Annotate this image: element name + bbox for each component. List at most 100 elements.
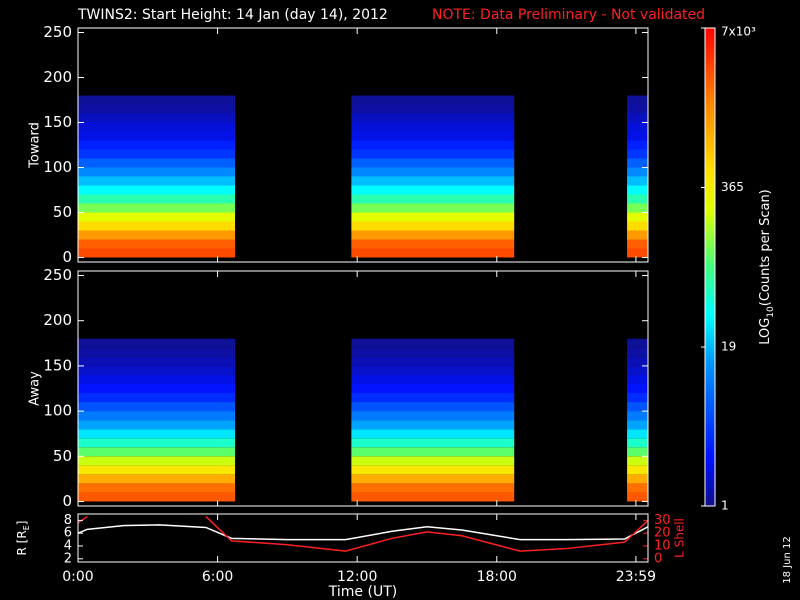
y-tick-label: 250 (43, 266, 72, 284)
heatmap-cell (627, 104, 648, 114)
heatmap-cell (351, 158, 515, 168)
colorbar-tick-label: 7x10³ (721, 25, 756, 39)
heatmap-cell (78, 158, 236, 168)
heatmap-cell (351, 338, 515, 348)
heatmap-cell (627, 149, 648, 159)
colorbar-label-part: LOG (758, 318, 773, 345)
heatmap-cell (78, 203, 236, 213)
heatmap-cell (351, 492, 515, 502)
note: NOTE: Data Preliminary - Not validated (432, 7, 705, 23)
heatmap-cell (351, 411, 515, 421)
heatmap-cell (78, 140, 236, 150)
heatmap-cell (627, 212, 648, 222)
heatmap-cell (78, 474, 236, 484)
heatmap-cell (351, 383, 515, 394)
heatmap-cell (351, 194, 515, 204)
heatmap-cell (78, 185, 236, 195)
heatmap-cell (78, 113, 236, 123)
heatmap-cell (78, 212, 236, 222)
date-stamp: 18 Jun 12 (782, 536, 793, 583)
y2-tick-label: 10 (654, 539, 671, 554)
heatmap-cell (78, 492, 236, 502)
y-axis-label-part: ] (15, 521, 29, 526)
heatmap-cell (627, 248, 648, 258)
heatmap-cell (627, 131, 648, 141)
y-tick-label: 100 (43, 158, 72, 176)
colorbar-label-part: (Counts per Scan) (758, 189, 773, 306)
series-line (78, 524, 648, 541)
y-tick-label: 4 (64, 539, 72, 554)
heatmap-cell (78, 365, 236, 375)
y-tick-label: 250 (43, 23, 72, 41)
heatmap-cell (627, 447, 648, 457)
heatmap-cell (78, 221, 236, 231)
heatmap-cell (78, 438, 236, 448)
heatmap-cell (351, 456, 515, 466)
y-axis-label: Toward (28, 122, 43, 169)
y-tick-label: 50 (53, 447, 72, 465)
heatmap-cell (627, 365, 648, 375)
heatmap-cell (78, 383, 236, 394)
heatmap-cell (351, 356, 515, 366)
colorbar-label-part: 10 (766, 306, 776, 318)
heatmap-cell (351, 203, 515, 213)
heatmap-cell (78, 356, 236, 366)
heatmap-cell (78, 176, 236, 186)
heatmap-cell (351, 185, 515, 195)
heatmap-cell (627, 176, 648, 186)
heatmap-cell (627, 438, 648, 448)
heatmap-cell (627, 347, 648, 357)
y2-tick-label: 30 (654, 513, 671, 528)
heatmap-cell (627, 474, 648, 484)
heatmap-cell (351, 393, 515, 403)
heatmap-cell (78, 104, 236, 114)
heatmap-cell (627, 420, 648, 430)
heatmap-cell (78, 447, 236, 457)
heatmap-cell (627, 140, 648, 150)
heatmap-cell (351, 483, 515, 493)
x-axis-label: Time (UT) (328, 584, 397, 600)
heatmap-cell (627, 158, 648, 168)
y-tick-label: 200 (43, 311, 72, 329)
heatmap-cell (351, 402, 515, 412)
heatmap-cell (78, 411, 236, 421)
heatmap-cell (351, 230, 515, 240)
heatmap-cell (351, 149, 515, 159)
heatmap-cell (351, 140, 515, 150)
heatmap-cell (627, 95, 648, 105)
heatmap-cell (78, 248, 236, 258)
heatmap-cell (351, 239, 515, 249)
y-tick-label: 100 (43, 402, 72, 420)
series-line (78, 515, 88, 524)
heatmap-cell (627, 465, 648, 475)
heatmap-cell (627, 113, 648, 123)
heatmap-cell (78, 149, 236, 159)
heatmap-cell (627, 411, 648, 421)
chart-title: TWINS2: Start Height: 14 Jan (day 14), 2… (77, 7, 388, 23)
x-tick-label: 6:00 (202, 569, 233, 585)
heatmap-cell (627, 230, 648, 240)
y2-tick-label: 20 (654, 526, 671, 541)
heatmap-cell (78, 194, 236, 204)
heatmap-cell (351, 104, 515, 114)
heatmap-cell (627, 185, 648, 195)
y-axis-label-part: R [R (15, 530, 29, 555)
heatmap-cell (78, 374, 236, 384)
heatmap-cell (627, 374, 648, 384)
heatmap-cell (78, 402, 236, 412)
heatmap-cell (351, 248, 515, 258)
heatmap-cell (351, 212, 515, 222)
colorbar-label: LOG10(Counts per Scan) (758, 189, 776, 345)
heatmap-cell (627, 338, 648, 348)
heatmap-cell (627, 203, 648, 213)
heatmap-cell (351, 122, 515, 132)
y-tick-label: 200 (43, 68, 72, 86)
plot-frame (77, 513, 649, 563)
heatmap-cell (351, 465, 515, 475)
heatmap-cell (627, 492, 648, 502)
y-axis-label: R [RE] (15, 521, 32, 556)
heatmap-cell (78, 420, 236, 430)
heatmap-cell (627, 221, 648, 231)
heatmap-cell (627, 194, 648, 204)
